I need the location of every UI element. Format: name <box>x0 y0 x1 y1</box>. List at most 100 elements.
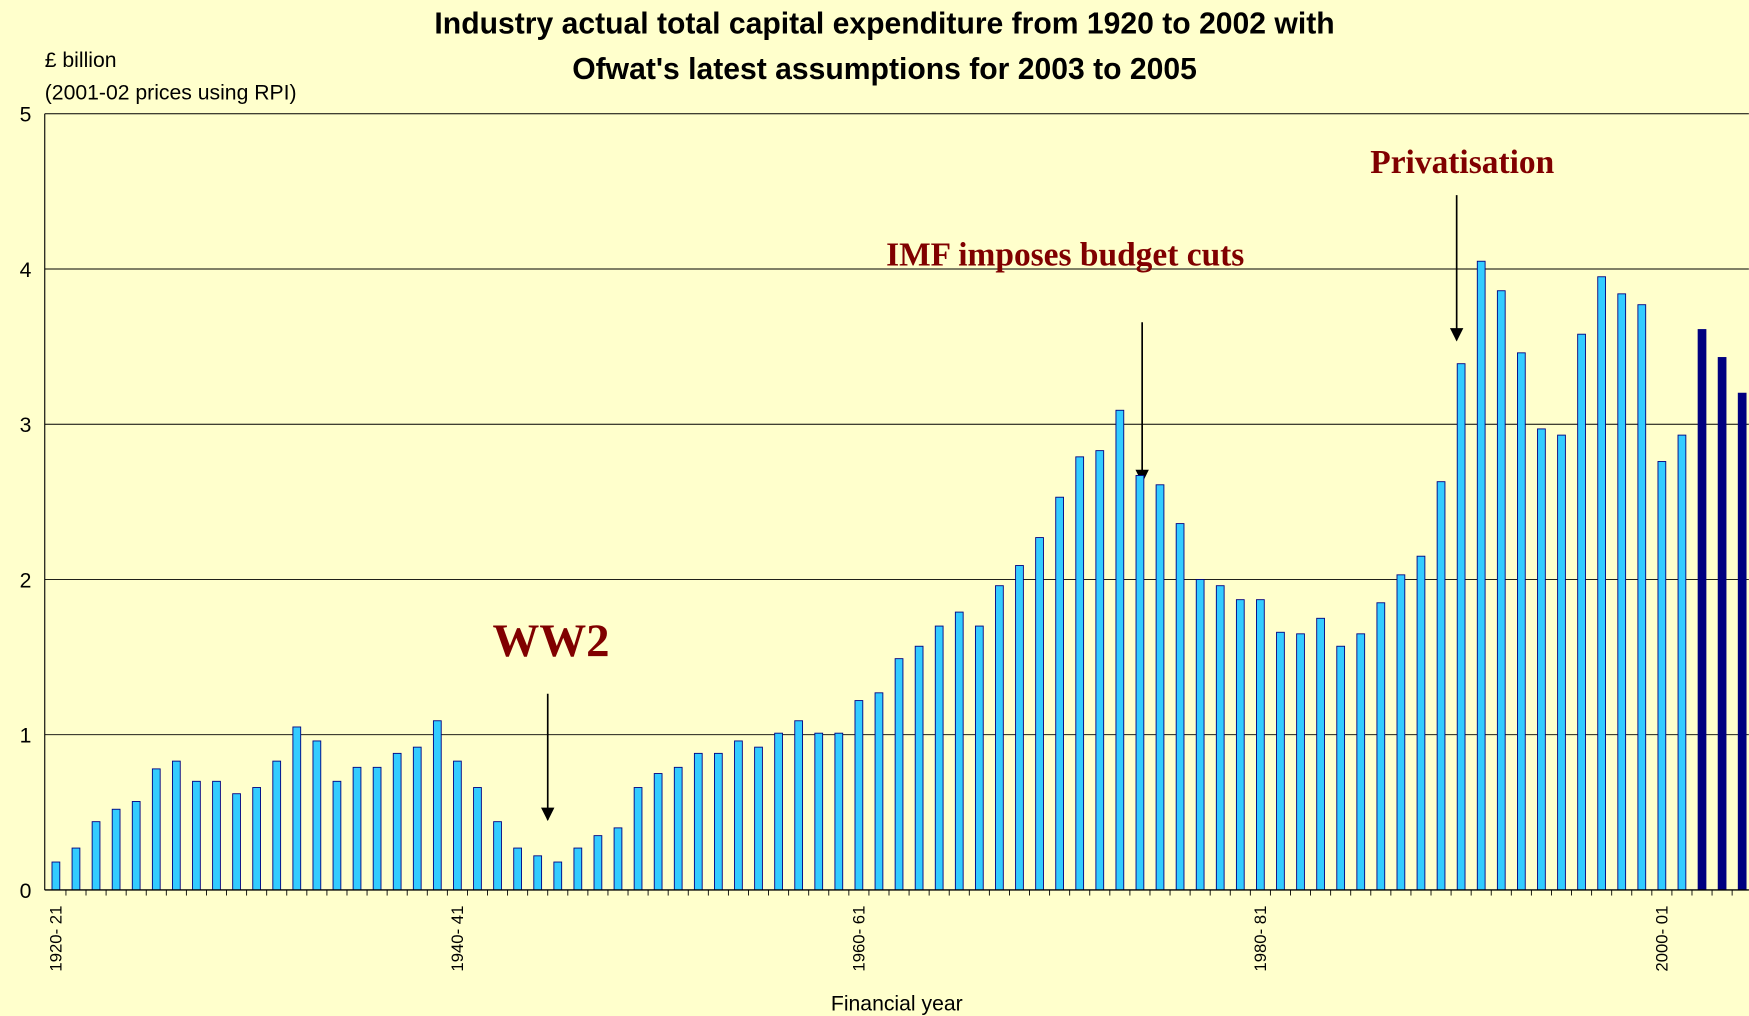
bar <box>633 787 643 891</box>
annotation: WW2 <box>493 615 610 667</box>
bar <box>1035 537 1044 891</box>
bar <box>693 752 703 891</box>
bar <box>653 773 663 891</box>
bar <box>613 827 623 891</box>
chart-title: Ofwat's latest assumptions for 2003 to 2… <box>572 53 1197 86</box>
bar <box>874 692 884 891</box>
bar <box>493 821 502 891</box>
bar <box>1055 496 1064 891</box>
x-tick-label: 1980- 81 <box>1251 906 1270 972</box>
bar <box>1015 565 1024 891</box>
bar <box>954 611 964 891</box>
bar <box>91 821 101 891</box>
bar <box>1135 475 1145 891</box>
bar <box>1436 481 1446 891</box>
bar <box>854 700 864 891</box>
bar <box>1256 599 1265 891</box>
bar <box>272 760 282 891</box>
annotation: Privatisation <box>1370 144 1554 181</box>
bar <box>1597 276 1606 891</box>
bar <box>352 766 362 891</box>
y-tick-label: 1 <box>20 725 32 748</box>
y-tick-label: 2 <box>20 569 32 592</box>
bar <box>1336 645 1346 891</box>
bar <box>894 658 904 891</box>
bar <box>573 847 583 891</box>
bar <box>392 752 402 891</box>
bar <box>734 740 743 891</box>
bar <box>1376 602 1386 891</box>
bar <box>1496 290 1506 891</box>
bar <box>171 760 181 891</box>
bar <box>1396 574 1406 891</box>
bar <box>372 766 382 891</box>
bar <box>473 787 482 891</box>
bar <box>1677 434 1687 891</box>
bar <box>1296 633 1305 891</box>
bar <box>1215 585 1225 891</box>
bar <box>151 768 161 891</box>
bar <box>1175 523 1185 891</box>
bar <box>934 625 944 891</box>
bar <box>51 861 61 891</box>
bar <box>292 726 302 891</box>
bar <box>1316 617 1325 891</box>
bar <box>673 766 683 891</box>
bar <box>252 787 261 891</box>
bar <box>212 780 221 891</box>
bar <box>131 801 141 891</box>
bar <box>1456 363 1466 891</box>
annotation: IMF imposes budget cuts <box>886 236 1244 273</box>
bar <box>1617 293 1627 891</box>
bar <box>513 847 522 891</box>
bar <box>1577 333 1586 891</box>
x-tick-label: 1960- 61 <box>849 906 868 972</box>
bar <box>1155 484 1165 891</box>
bar <box>332 780 342 891</box>
bar <box>1095 450 1105 891</box>
bar <box>1276 631 1285 891</box>
y-axis-label: (2001-02 prices using RPI) <box>45 81 297 104</box>
x-tick-label: 1940- 41 <box>448 906 467 972</box>
bar <box>914 645 924 891</box>
bar <box>1717 357 1727 891</box>
bar <box>1697 329 1707 891</box>
y-tick-label: 4 <box>20 259 32 282</box>
bar <box>232 793 241 891</box>
bar <box>974 625 984 891</box>
bar <box>995 585 1004 891</box>
bar <box>1557 434 1566 891</box>
y-axis-label: £ billion <box>45 49 117 72</box>
x-tick-label: 1920- 21 <box>46 906 65 972</box>
x-tick-label: 2000- 01 <box>1652 906 1671 972</box>
bar <box>412 746 422 891</box>
bar <box>71 847 81 891</box>
bar <box>593 835 603 891</box>
bar <box>794 720 804 891</box>
bar <box>1416 555 1426 891</box>
bar <box>312 740 322 891</box>
chart-title: Industry actual total capital expenditur… <box>434 7 1334 40</box>
bar <box>553 861 563 891</box>
bar <box>533 855 543 891</box>
y-tick-label: 0 <box>20 880 32 903</box>
y-tick-label: 5 <box>20 104 32 127</box>
bar <box>432 720 442 891</box>
bar <box>1637 304 1647 891</box>
bar <box>1075 456 1085 891</box>
bar <box>1737 392 1747 891</box>
x-axis-label: Financial year <box>831 992 963 1015</box>
bar <box>1657 461 1667 891</box>
y-tick-label: 3 <box>20 414 32 437</box>
bar <box>453 760 462 891</box>
bar <box>834 732 844 891</box>
bar <box>1356 633 1366 891</box>
bar <box>714 752 723 891</box>
bar <box>814 732 824 891</box>
bar <box>1235 599 1245 891</box>
bar <box>754 746 763 891</box>
bar <box>1115 409 1125 891</box>
bar <box>1537 428 1546 891</box>
bar <box>1517 352 1526 891</box>
